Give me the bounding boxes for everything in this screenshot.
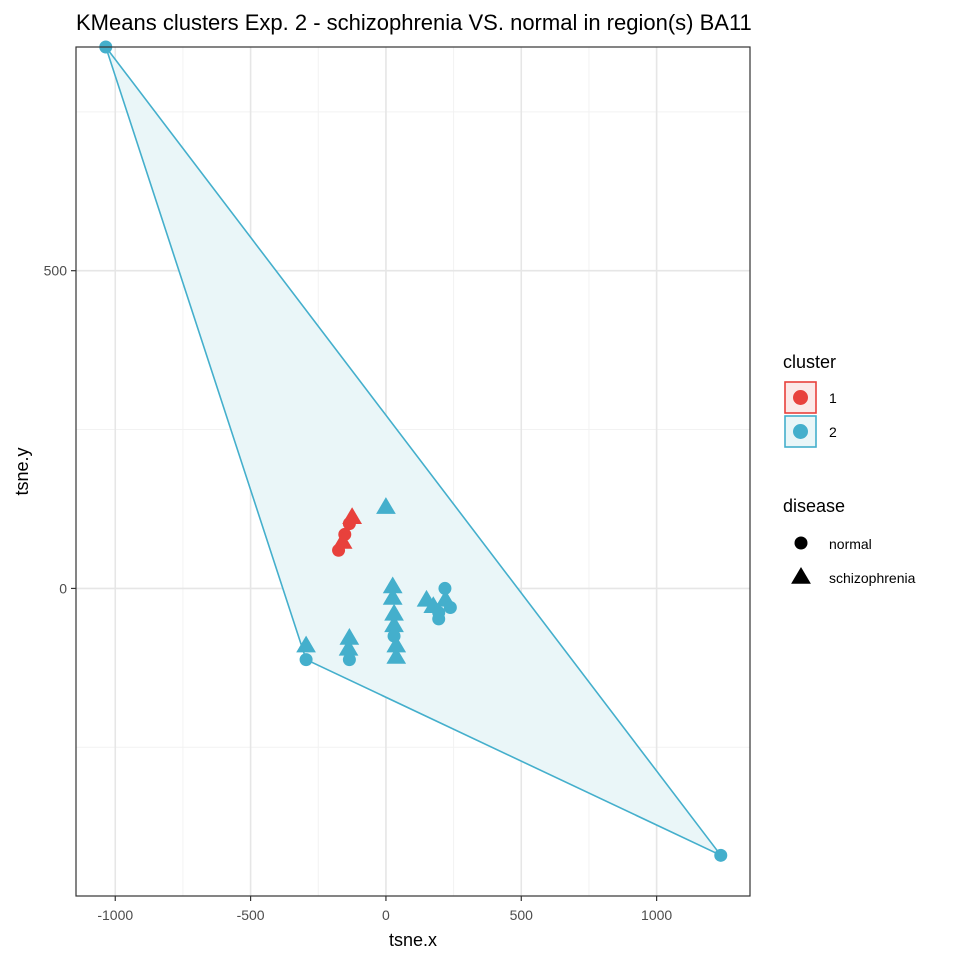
y-tick-label: 0 [59, 580, 67, 596]
x-tick-label: 500 [510, 907, 534, 923]
data-point-schizophrenia [382, 587, 403, 605]
data-point-normal [342, 517, 356, 531]
data-point-schizophrenia [386, 647, 407, 664]
x-tick-label: -1000 [97, 907, 133, 923]
data-point-schizophrenia [296, 635, 316, 653]
x-tick-label: 0 [382, 907, 390, 923]
data-point-normal [432, 606, 446, 620]
cluster-2-hull [105, 46, 722, 857]
x-tick-label: -500 [237, 907, 265, 923]
y-tick-label: 500 [44, 263, 68, 279]
data-point-schizophrenia [382, 576, 403, 594]
cluster-hull-layer [105, 46, 722, 857]
data-point-normal [714, 848, 728, 862]
legend-key-normal [794, 536, 808, 550]
chart-title: KMeans clusters Exp. 2 - schizophrenia V… [76, 10, 752, 35]
data-point-normal [332, 543, 346, 557]
x-axis-title: tsne.x [389, 930, 437, 950]
y-axis: 0 500 [44, 263, 76, 596]
data-point-normal [438, 581, 452, 595]
legend-label-normal: normal [829, 536, 872, 552]
legend: cluster 1 2 disease normal schizophrenia [783, 352, 916, 586]
legend-title-cluster: cluster [783, 352, 836, 372]
legend-title-disease: disease [783, 496, 845, 516]
data-point-schizophrenia [339, 628, 360, 645]
data-point-normal [299, 653, 313, 667]
legend-label-cluster-2: 2 [829, 424, 837, 440]
legend-key-point-cluster-1 [793, 390, 808, 405]
legend-label-cluster-1: 1 [829, 390, 837, 406]
y-axis-title: tsne.y [12, 447, 32, 495]
data-point-schizophrenia [386, 635, 407, 653]
data-point-normal [342, 653, 356, 667]
data-point-normal [443, 600, 457, 614]
points-layer [99, 40, 728, 862]
legend-label-schizophrenia: schizophrenia [829, 570, 916, 586]
plot-panel-border [75, 46, 751, 897]
data-point-schizophrenia [384, 603, 404, 621]
data-point-schizophrenia [338, 638, 359, 656]
legend-key-schizophrenia [791, 567, 811, 584]
data-point-schizophrenia [384, 615, 404, 633]
legend-key-point-cluster-2 [793, 424, 808, 439]
x-tick-label: 1000 [641, 907, 672, 923]
x-axis: -1000 -500 0 500 1000 [97, 896, 672, 923]
data-point-schizophrenia [376, 497, 396, 514]
